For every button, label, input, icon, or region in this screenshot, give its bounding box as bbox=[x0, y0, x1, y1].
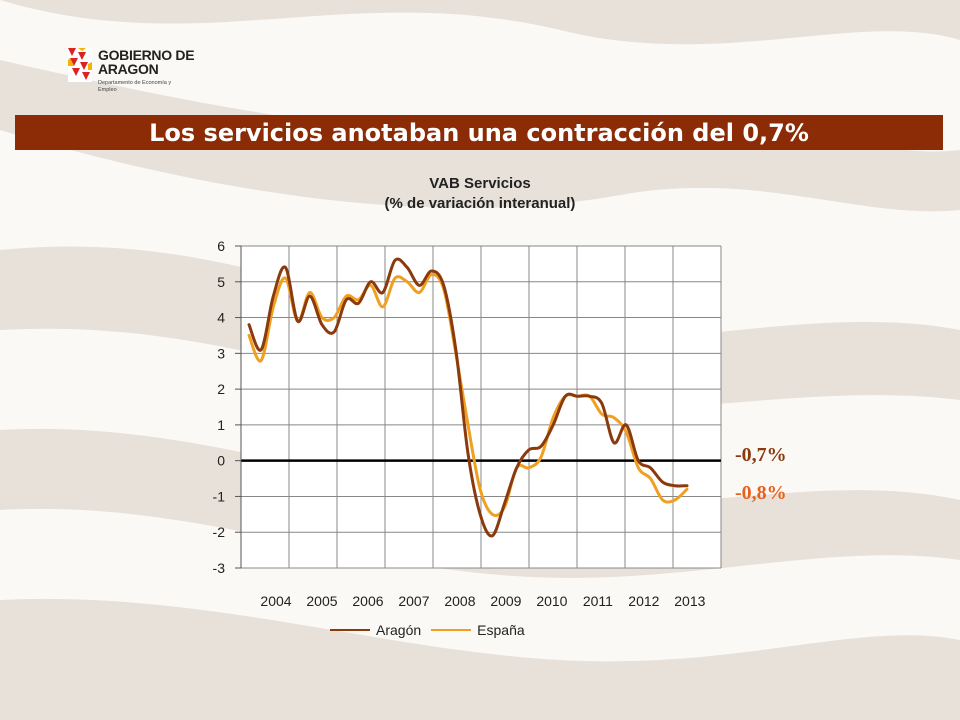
x-tick-label: 2007 bbox=[398, 593, 429, 609]
legend-swatch-aragon bbox=[330, 629, 370, 631]
y-tick-label: 5 bbox=[217, 274, 225, 290]
chart-legend: Aragón España bbox=[330, 622, 525, 638]
x-tick-label: 2012 bbox=[628, 593, 659, 609]
legend-item-espana: España bbox=[431, 622, 525, 638]
y-tick-label: 3 bbox=[217, 345, 225, 361]
x-tick-label: 2009 bbox=[490, 593, 521, 609]
y-tick-label: 4 bbox=[217, 310, 225, 326]
x-tick-label: 2013 bbox=[674, 593, 705, 609]
logo-name: GOBIERNO DE ARAGON bbox=[98, 47, 195, 77]
y-tick-label: -3 bbox=[213, 560, 226, 576]
y-tick-label: 6 bbox=[217, 238, 225, 254]
series-line-aragon bbox=[247, 257, 689, 538]
slide-title: Los servicios anotaban una contracción d… bbox=[15, 115, 943, 150]
x-tick-label: 2008 bbox=[444, 593, 475, 609]
logo-department: Departamento de Economía y Empleo bbox=[98, 80, 172, 93]
espana-end-label: -0,8% bbox=[735, 482, 787, 504]
x-tick-label: 2005 bbox=[306, 593, 337, 609]
y-tick-label: 1 bbox=[217, 417, 225, 433]
legend-label-espana: España bbox=[477, 622, 525, 638]
legend-swatch-espana bbox=[431, 629, 472, 631]
chart-subtitle: (% de variación interanual) bbox=[384, 195, 576, 212]
x-tick-label: 2006 bbox=[352, 593, 383, 609]
legend-item-aragon: Aragón bbox=[330, 622, 421, 638]
y-tick-label: -2 bbox=[213, 524, 226, 540]
y-tick-label: -1 bbox=[213, 488, 226, 504]
x-tick-label: 2004 bbox=[260, 593, 291, 609]
aragon-flag-icon bbox=[68, 48, 92, 82]
y-tick-label: 0 bbox=[217, 453, 225, 469]
gobierno-aragon-logo: GOBIERNO DE ARAGON Departamento de Econo… bbox=[68, 46, 208, 102]
aragon-end-label: -0,7% bbox=[735, 444, 787, 466]
legend-label-aragon: Aragón bbox=[376, 622, 422, 638]
series-line-espana bbox=[247, 273, 689, 518]
x-tick-label: 2011 bbox=[583, 593, 613, 609]
chart-title: VAB Servicios bbox=[429, 175, 531, 192]
x-tick-label: 2010 bbox=[536, 593, 567, 609]
y-tick-label: 2 bbox=[217, 381, 225, 397]
